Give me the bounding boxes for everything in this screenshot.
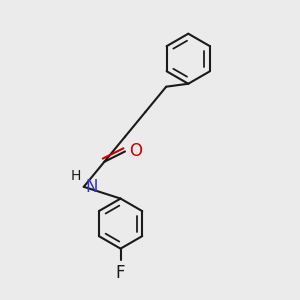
Text: O: O bbox=[129, 142, 142, 160]
Text: N: N bbox=[85, 178, 98, 196]
Text: F: F bbox=[116, 264, 125, 282]
Text: H: H bbox=[71, 169, 81, 183]
